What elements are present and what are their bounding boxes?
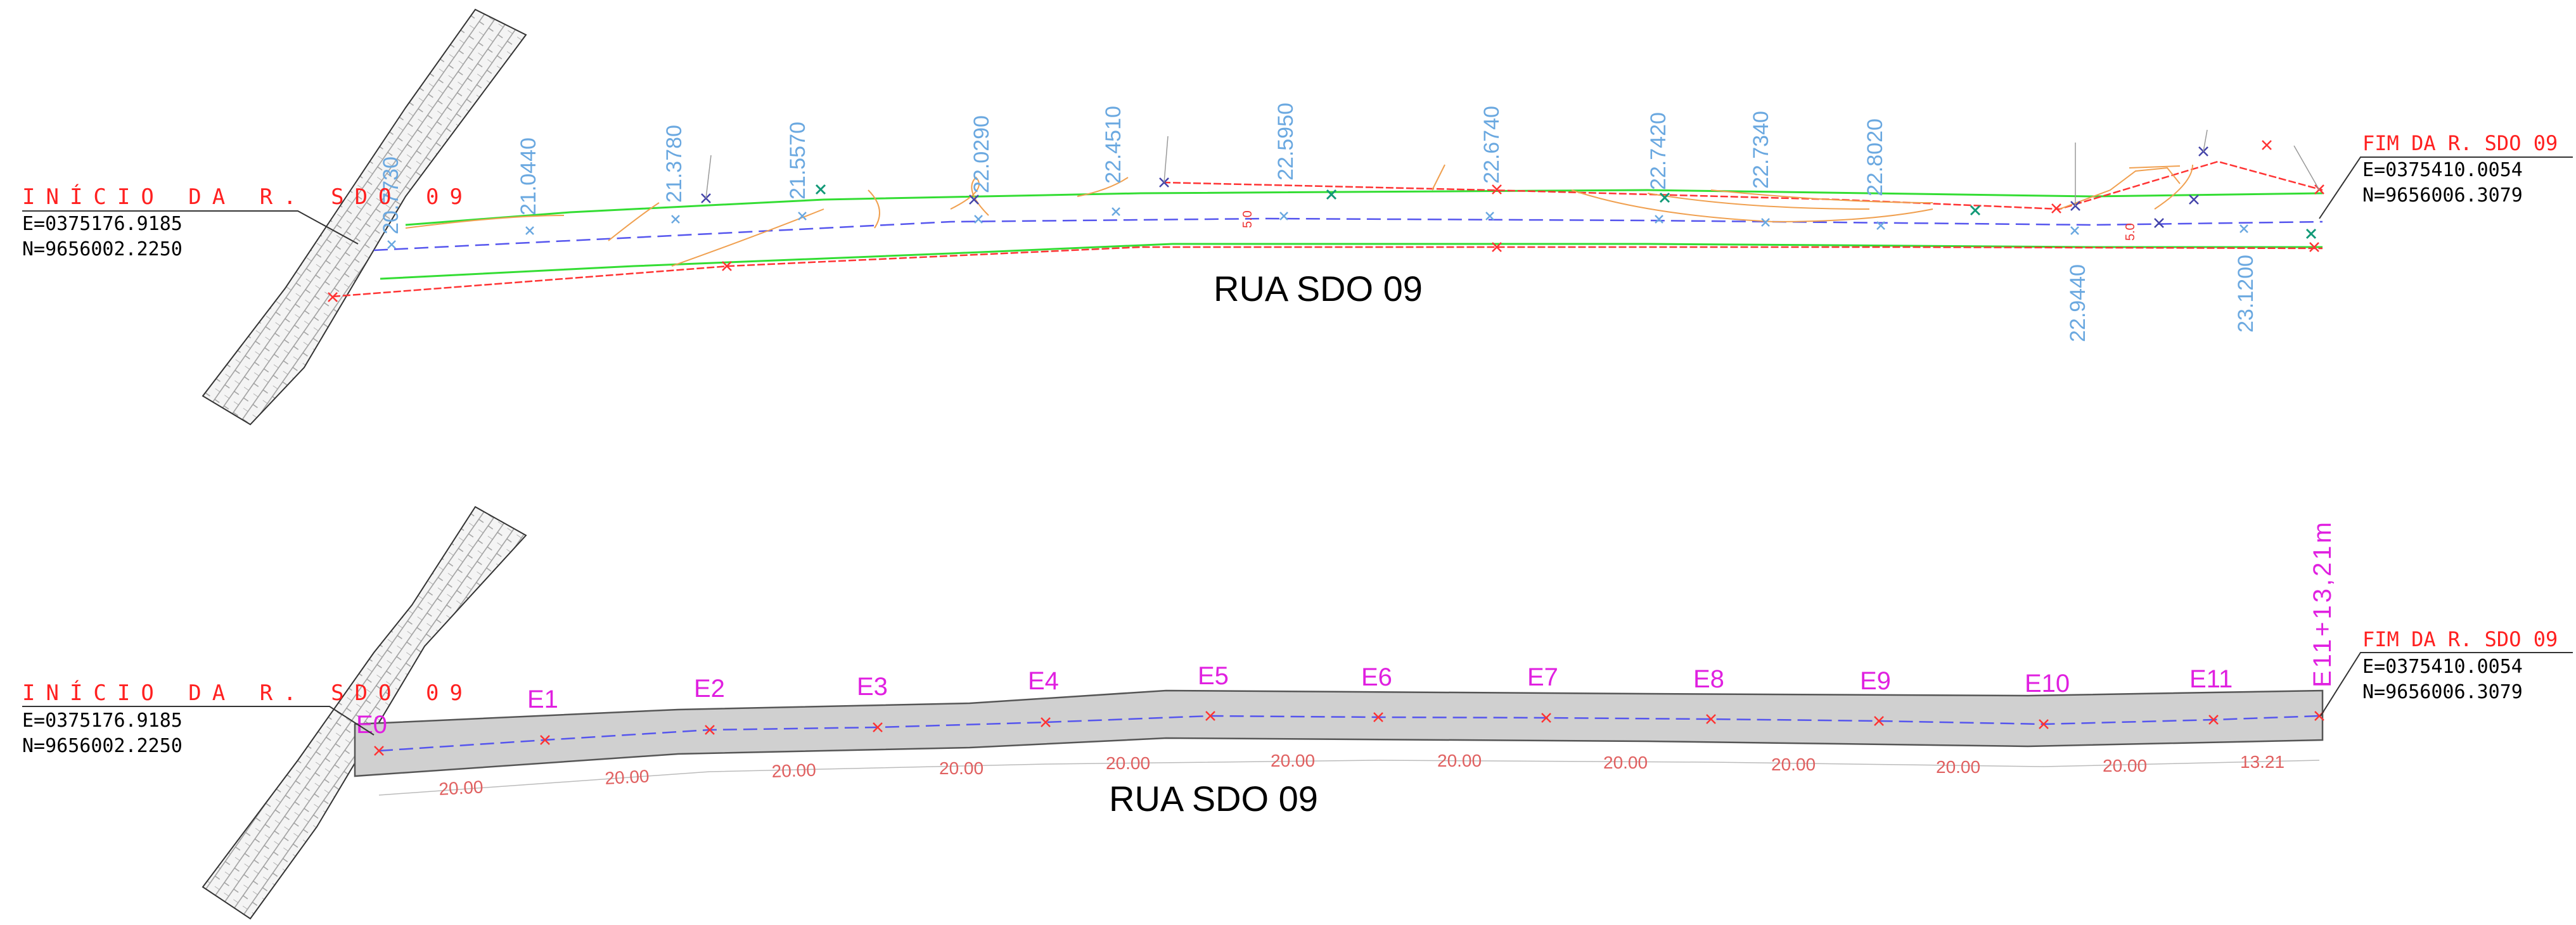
station-label: E7 xyxy=(1527,663,1558,691)
station-points xyxy=(374,711,2324,756)
elevation-label: 21.5570 xyxy=(786,122,810,200)
end-callout-bottom: FIM DA R. SDO 09 E=0375410.0054 N=965600… xyxy=(2320,627,2573,717)
elevation-label: 21.0440 xyxy=(516,137,541,215)
survey-points-blue xyxy=(387,207,2248,249)
start-callout-bottom: INÍCIO DA R. SDO 09 E=0375176.9185 N=965… xyxy=(22,680,473,757)
start-northing: N=9656002.2250 xyxy=(22,238,183,260)
road-edge-north xyxy=(1162,160,2323,210)
road-polygon xyxy=(354,689,2324,777)
street-name-top: RUA SDO 09 xyxy=(1214,269,1423,309)
elevation-leaders xyxy=(705,129,2320,206)
dimension-line xyxy=(378,760,2320,796)
station-label: E6 xyxy=(1361,663,1392,691)
distance-label: 20.00 xyxy=(605,766,650,788)
distance-label: 20.00 xyxy=(1936,757,1980,777)
distance-label: 20.00 xyxy=(1271,751,1315,770)
distance-label: 20.00 xyxy=(2103,756,2147,775)
station-label: E0 xyxy=(356,711,387,739)
bottom-plan: E0 E1 E2 E3 E4 E5 E6 E7 E8 E9 E10 E11 E1… xyxy=(22,506,2573,920)
elevation-label: 20.7730 xyxy=(379,156,403,234)
elevation-label: 22.7340 xyxy=(1749,111,1773,189)
station-label: E4 xyxy=(1028,667,1059,695)
elevation-label: 22.5950 xyxy=(1274,103,1298,181)
station-label: E1 xyxy=(527,686,558,713)
start-callout-top: INÍCIO DA R. SDO 09 E=0375176.9185 N=965… xyxy=(22,184,473,260)
station-label: E2 xyxy=(694,675,725,703)
start-easting: E=0375176.9185 xyxy=(22,213,183,235)
start-label: INÍCIO DA R. SDO 09 xyxy=(22,680,473,706)
start-easting: E=0375176.9185 xyxy=(22,710,183,732)
end-label: FIM DA R. SDO 09 xyxy=(2362,627,2558,651)
survey-points-teal xyxy=(815,184,2317,239)
elevation-label: 22.0290 xyxy=(970,115,994,193)
road-edge-south xyxy=(332,246,2323,298)
distance-label: 20.00 xyxy=(771,760,816,781)
elevation-label: 22.4510 xyxy=(1101,106,1125,184)
station-labels: E0 E1 E2 E3 E4 E5 E6 E7 E8 E9 E10 E11 E1… xyxy=(356,520,2336,739)
end-label: FIM DA R. SDO 09 xyxy=(2362,131,2558,155)
boundary-line-north xyxy=(405,189,2323,226)
contour-lines xyxy=(405,164,2193,267)
distance-label: 20.00 xyxy=(1771,755,1816,774)
cross-street-bottom xyxy=(202,506,527,920)
final-station-label: E11+13,21m xyxy=(2309,520,2336,687)
end-callout-top: FIM DA R. SDO 09 E=0375410.0054 N=965600… xyxy=(2319,131,2573,219)
end-northing: N=9656006.3079 xyxy=(2362,681,2523,703)
station-label: E3 xyxy=(857,673,888,701)
station-label: E11 xyxy=(2189,665,2233,693)
elevation-label: 23.1200 xyxy=(2234,255,2258,333)
start-northing: N=9656002.2250 xyxy=(22,735,183,757)
elevation-label: 22.9440 xyxy=(2066,264,2090,342)
station-label: E9 xyxy=(1860,667,1891,695)
elevation-labels: 20.7730 21.0440 21.3780 21.5570 22.0290 … xyxy=(379,103,2258,342)
survey-points-dark xyxy=(701,146,2208,228)
station-label: E10 xyxy=(2025,670,2070,698)
street-name-bottom: RUA SDO 09 xyxy=(1109,779,1318,819)
distance-label: 20.00 xyxy=(1106,753,1150,773)
small-mark-1: 5.0 xyxy=(1241,210,1255,228)
elevation-label: 22.6740 xyxy=(1480,106,1504,184)
distance-label: 13.21 xyxy=(2240,752,2284,772)
elevation-label: 22.7420 xyxy=(1646,112,1670,190)
end-northing: N=9656006.3079 xyxy=(2362,184,2523,207)
start-label: INÍCIO DA R. SDO 09 xyxy=(22,184,473,210)
end-easting: E=0375410.0054 xyxy=(2362,656,2523,678)
survey-points-red xyxy=(328,140,2324,302)
distance-labels: 20.00 20.00 20.00 20.00 20.00 20.00 20.0… xyxy=(439,751,2284,799)
centerline-top xyxy=(373,217,2323,252)
small-mark-2: 5.0 xyxy=(2124,223,2137,241)
cross-street-top xyxy=(202,8,527,426)
station-label: E5 xyxy=(1198,662,1229,690)
distance-label: 20.00 xyxy=(439,777,484,799)
distance-label: 20.00 xyxy=(939,758,984,778)
distance-label: 20.00 xyxy=(1437,751,1482,770)
end-easting: E=0375410.0054 xyxy=(2362,159,2523,181)
elevation-label: 21.3780 xyxy=(662,125,686,203)
distance-label: 20.00 xyxy=(1603,753,1648,772)
station-label: E8 xyxy=(1693,665,1724,693)
top-plan: 5.0 5.0 20.7730 21.0440 21.3780 21.5570 … xyxy=(22,8,2573,426)
elevation-label: 22.8020 xyxy=(1863,118,1887,196)
